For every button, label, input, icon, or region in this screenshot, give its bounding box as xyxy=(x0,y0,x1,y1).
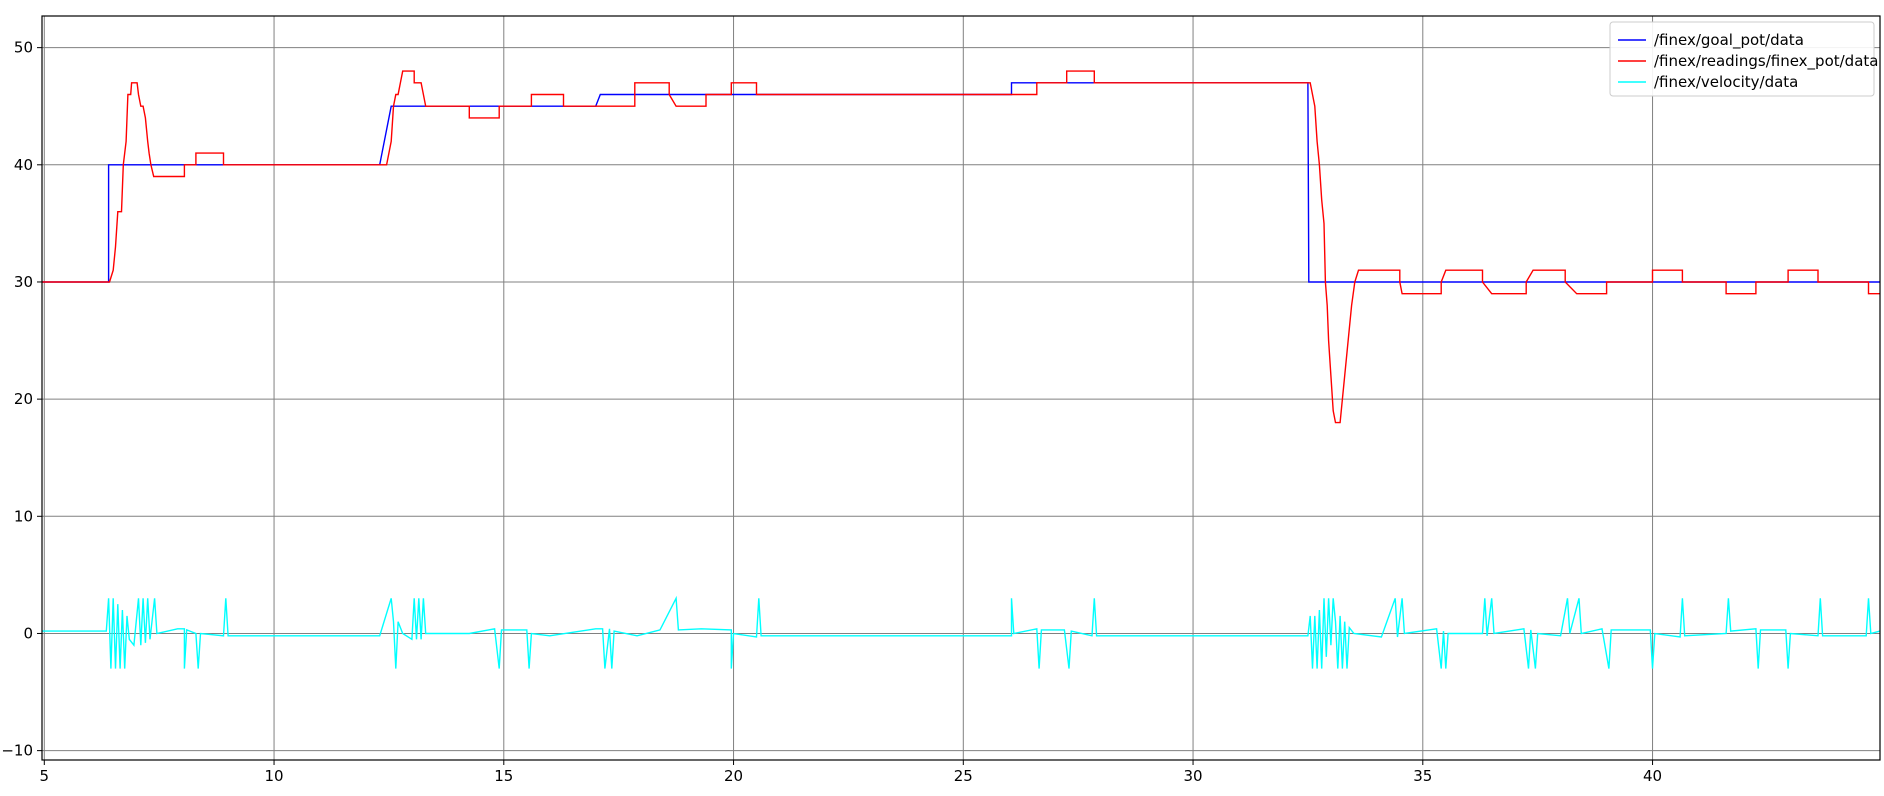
legend-label: /finex/readings/finex_pot/data xyxy=(1654,52,1878,71)
x-tick-label: 40 xyxy=(1643,767,1662,785)
y-tick-label: 40 xyxy=(14,156,33,174)
series-layer xyxy=(42,70,1881,669)
y-tick-label: 10 xyxy=(14,507,33,525)
series-line-1 xyxy=(42,70,1880,424)
axis-ticks: 5 10 15 20 25 30 35 40 −10 0 10 20 30 40 50 xyxy=(1,39,1662,785)
x-tick-label: 30 xyxy=(1184,767,1203,785)
x-tick-label: 5 xyxy=(40,767,50,785)
grid-lines xyxy=(42,16,1880,760)
y-tick-label: 50 xyxy=(14,39,33,57)
y-tick-label: 20 xyxy=(14,390,33,408)
x-tick-label: 25 xyxy=(954,767,973,785)
y-tick-label: −10 xyxy=(1,742,33,760)
y-tick-label: 0 xyxy=(23,624,33,642)
series-line-2 xyxy=(42,595,1881,669)
series-line-0 xyxy=(42,82,1880,283)
y-tick-label: 30 xyxy=(14,273,33,291)
x-tick-label: 10 xyxy=(265,767,284,785)
x-tick-label: 20 xyxy=(724,767,743,785)
legend: /finex/goal_pot/data/finex/readings/fine… xyxy=(1609,21,1878,97)
legend-box xyxy=(1609,21,1875,97)
x-tick-label: 35 xyxy=(1413,767,1432,785)
plot-frame xyxy=(41,15,1881,761)
legend-label: /finex/velocity/data xyxy=(1654,73,1798,91)
legend-label: /finex/goal_pot/data xyxy=(1654,31,1804,50)
x-tick-label: 15 xyxy=(494,767,513,785)
